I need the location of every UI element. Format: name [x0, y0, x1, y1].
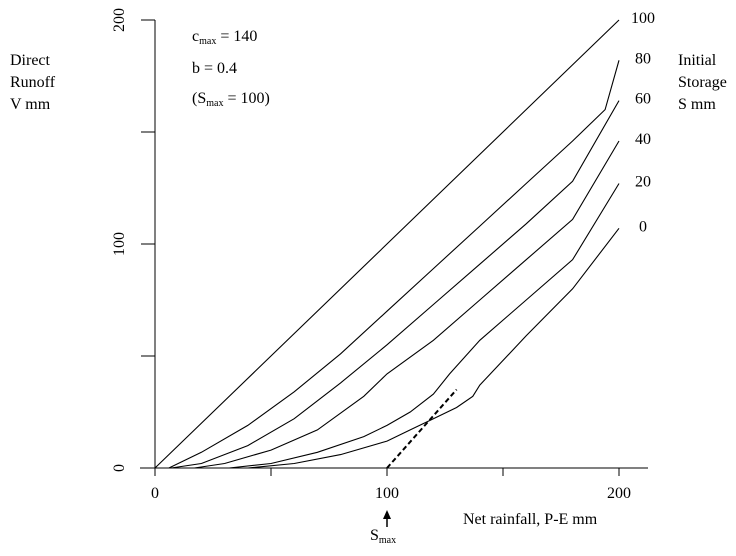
dashed-line — [386, 388, 458, 469]
smax-marker-label: Smax — [370, 527, 397, 546]
x-axis-label: Net rainfall, P-E mm — [463, 511, 598, 528]
curve-storage-0 — [247, 227, 620, 469]
series-labels: 100 80 60 40 20 0 — [631, 10, 655, 235]
curve-storage-60 — [171, 100, 620, 469]
b-annotation: b = 0.4 — [192, 60, 238, 77]
smax-annotation: (Smax = 100) — [192, 90, 270, 109]
series-label: 60 — [635, 91, 651, 108]
y-tick-label: 100 — [111, 232, 128, 256]
series-label: 80 — [635, 50, 651, 67]
cmax-annotation: cmax = 140 — [192, 28, 258, 47]
y-tick-label: 200 — [111, 8, 128, 32]
y-axis-label: Direct Runoff V mm — [10, 52, 56, 113]
series-label: 100 — [631, 10, 655, 27]
series-label: 0 — [639, 218, 647, 235]
x-tick-label: 200 — [607, 485, 631, 502]
series-label: 20 — [635, 174, 651, 191]
curve-storage-40 — [194, 140, 620, 469]
legend-title: Initial Storage S mm — [678, 52, 727, 113]
smax-arrow-head — [383, 510, 391, 519]
curve-storage-100 — [154, 19, 620, 469]
storage-curves — [154, 19, 620, 469]
y-tick-label: 0 — [111, 464, 128, 472]
curve-storage-20 — [229, 183, 620, 469]
series-label: 40 — [635, 131, 651, 148]
x-tick-label: 0 — [151, 485, 159, 502]
x-tick-label: 100 — [375, 485, 399, 502]
curve-storage-80 — [168, 60, 620, 469]
